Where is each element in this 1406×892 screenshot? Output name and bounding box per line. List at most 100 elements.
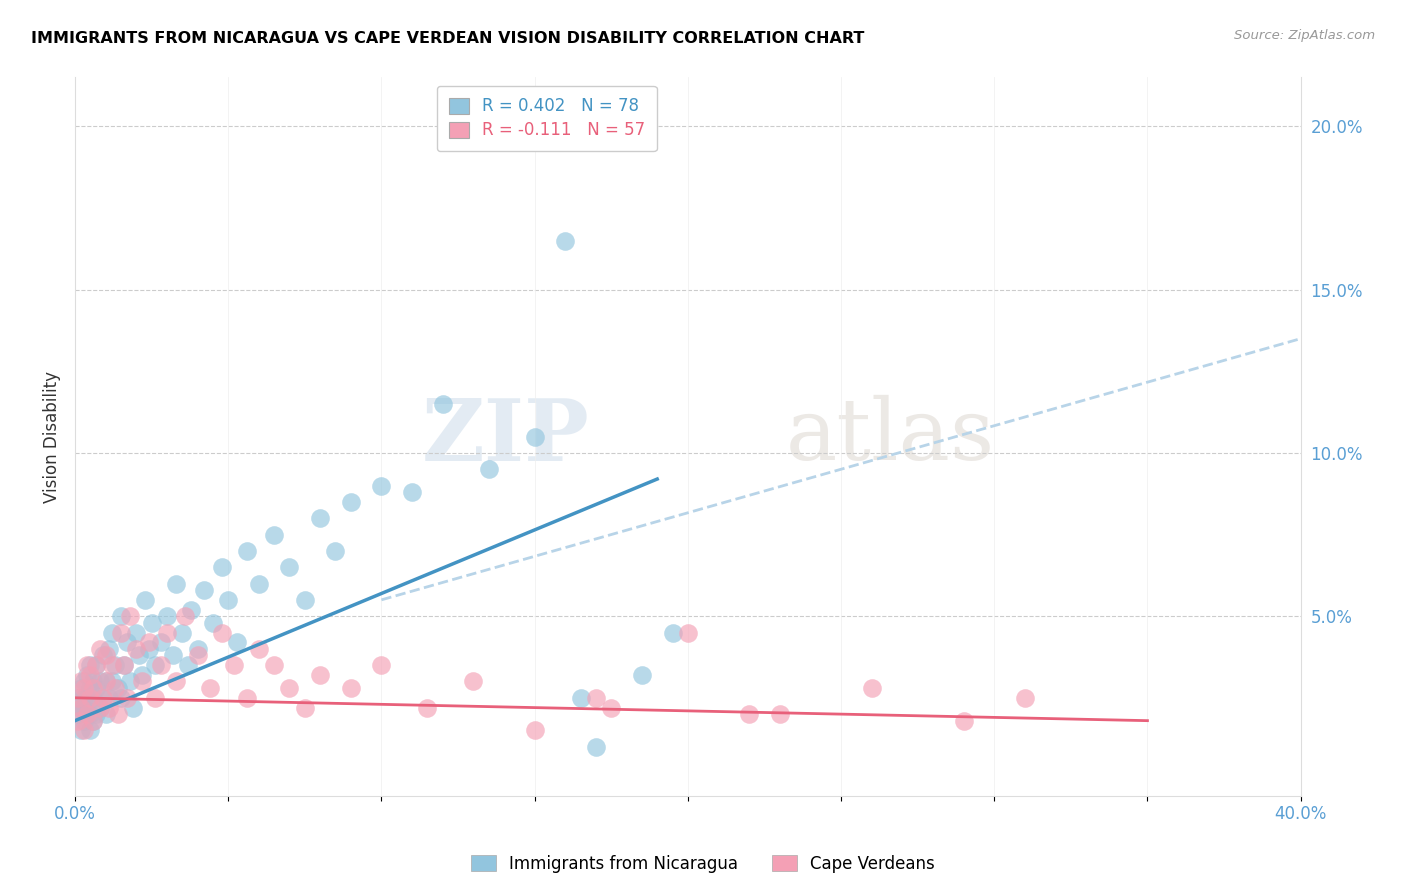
Y-axis label: Vision Disability: Vision Disability [44,370,60,502]
Point [76,707,98,722]
Point [110,625,132,640]
Point [523,429,546,443]
Point [89,674,111,689]
Point [211,625,233,640]
Point [115,690,138,705]
Point [101,625,124,640]
Point [523,723,546,738]
Point [141,615,163,630]
Point [86,658,108,673]
Point [180,602,202,616]
Point [89,641,111,656]
Point [112,658,135,673]
Point [278,681,301,695]
Point [585,690,607,705]
Point [125,625,148,640]
Point [177,658,200,673]
Point [82,681,104,695]
Point [82,674,104,689]
Point [101,658,124,673]
Point [370,478,392,492]
Point [432,397,454,411]
Point [82,714,104,728]
Point [89,700,111,714]
Point [86,681,108,695]
Point [120,674,142,689]
Point [107,707,129,722]
Point [149,658,172,673]
Point [187,648,209,663]
Point [138,635,160,649]
Point [143,690,166,705]
Point [70,681,93,695]
Point [309,668,332,682]
Point [143,658,166,673]
Point [115,635,138,649]
Point [79,681,101,695]
Point [278,560,301,574]
Point [187,641,209,656]
Point [67,714,90,728]
Point [1014,690,1036,705]
Point [600,700,623,714]
Point [82,690,104,705]
Point [294,592,316,607]
Point [156,625,179,640]
Point [94,674,117,689]
Point [91,690,114,705]
Point [247,641,270,656]
Point [104,681,127,695]
Point [94,648,117,663]
Point [156,609,179,624]
Point [149,635,172,649]
Point [235,690,257,705]
Point [370,658,392,673]
Point [112,658,135,673]
Point [70,700,93,714]
Point [201,615,224,630]
Point [107,681,129,695]
Point [131,674,153,689]
Point [247,576,270,591]
Point [952,714,974,728]
Point [79,658,101,673]
Point [73,700,96,714]
Point [263,527,285,541]
Point [224,658,246,673]
Point [769,707,792,722]
Point [738,707,761,722]
Point [70,674,93,689]
Point [138,641,160,656]
Point [631,668,654,682]
Point [416,700,439,714]
Point [211,560,233,574]
Point [585,739,607,754]
Point [110,609,132,624]
Point [193,582,215,597]
Point [110,690,132,705]
Point [104,658,127,673]
Point [294,700,316,714]
Point [198,681,221,695]
Point [70,723,93,738]
Point [263,658,285,673]
Point [325,544,347,558]
Point [79,690,101,705]
Point [120,609,142,624]
Point [79,668,101,682]
Point [162,648,184,663]
Point [165,576,187,591]
Text: atlas: atlas [786,395,995,478]
Point [97,700,120,714]
Text: ZIP: ZIP [422,394,589,479]
Point [91,690,114,705]
Point [82,714,104,728]
Point [339,495,361,509]
Point [134,592,156,607]
Text: Source: ZipAtlas.com: Source: ZipAtlas.com [1234,29,1375,42]
Point [67,690,90,705]
Point [339,681,361,695]
Point [128,648,150,663]
Point [97,690,120,705]
Point [73,723,96,738]
